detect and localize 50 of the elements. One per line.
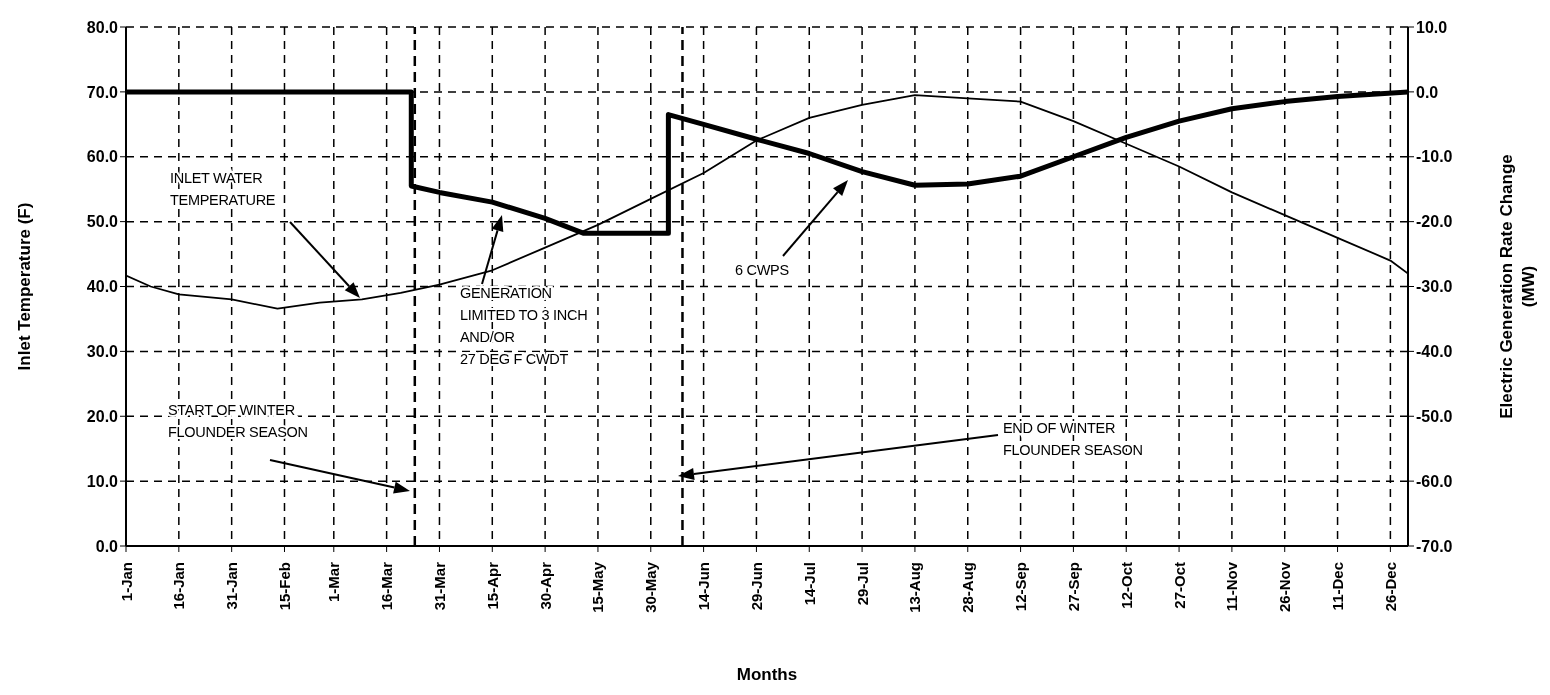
y-tick-label: 0.0: [95, 537, 119, 555]
x-axis-title: Months: [736, 665, 798, 684]
y-tick-label: 30.0: [86, 343, 119, 361]
y-tick-label: 10.0: [86, 472, 119, 490]
x-tick-label: 31-Mar: [430, 561, 448, 611]
x-tick-label: 16-Mar: [378, 561, 396, 611]
y2-tick-label: -70.0: [1416, 537, 1453, 555]
x-tick-label: 30-May: [642, 561, 660, 613]
x-tick-label: 15-May: [589, 561, 607, 613]
x-tick-label: 12-Oct: [1117, 562, 1135, 609]
x-tick-label: 26-Dec: [1381, 562, 1399, 612]
y-tick-label: 50.0: [86, 213, 119, 231]
y2-tick-label: 10.0: [1416, 18, 1448, 36]
y2-axis-title: Electric Generation Rate Change (MW): [1497, 154, 1538, 419]
x-tick-label: 29-Jun: [747, 562, 765, 611]
x-tick-label: 15-Feb: [275, 562, 293, 611]
x-tick-label: 11-Dec: [1329, 562, 1347, 611]
x-tick-label: 1-Mar: [325, 561, 343, 603]
annotation: 6 CWPS: [735, 262, 789, 278]
x-tick-label: 30-Apr: [536, 561, 554, 610]
y2-tick-label: -10.0: [1416, 148, 1453, 166]
x-tick-label: 16-Jan: [170, 562, 188, 610]
y2-tick-label: -50.0: [1416, 407, 1453, 425]
x-tick-label: 14-Jun: [695, 562, 713, 611]
y2-tick-label: -40.0: [1416, 343, 1453, 361]
y2-tick-label: 0.0: [1416, 83, 1439, 101]
y-tick-label: 40.0: [86, 278, 119, 296]
y-axis-title: Inlet Temperature (F): [14, 202, 34, 371]
annotation: GENERATION LIMITED TO 3 INCH AND/OR 27 DEG F CWDT: [460, 285, 588, 367]
y-tick-label: 20.0: [86, 407, 119, 425]
x-tick-label: 31-Jan: [223, 562, 241, 610]
x-tick-label: 14-Jul: [800, 562, 818, 606]
annotation: INLET WATER TEMPERATURE: [170, 170, 276, 208]
y-tick-label: 70.0: [86, 83, 119, 101]
y-tick-label: 80.0: [86, 18, 119, 36]
x-tick-label: 27-Sep: [1064, 562, 1082, 612]
x-tick-label: 28-Aug: [959, 562, 977, 613]
y2-tick-label: -60.0: [1416, 472, 1453, 490]
x-tick-label: 26-Nov: [1276, 561, 1294, 613]
x-tick-label: 13-Aug: [906, 562, 924, 613]
y-tick-label: 60.0: [86, 148, 119, 166]
x-tick-label: 12-Sep: [1012, 562, 1030, 612]
y2-tick-label: -20.0: [1416, 213, 1453, 231]
x-tick-label: 27-Oct: [1170, 562, 1188, 609]
y2-tick-label: -30.0: [1416, 278, 1453, 296]
x-tick-label: 1-Jan: [117, 562, 135, 602]
annotation: START OF WINTER FLOUNDER SEASON: [168, 402, 308, 440]
x-tick-label: 29-Jul: [853, 562, 871, 606]
x-tick-label: 15-Apr: [483, 561, 501, 610]
x-tick-label: 11-Nov: [1223, 561, 1241, 612]
